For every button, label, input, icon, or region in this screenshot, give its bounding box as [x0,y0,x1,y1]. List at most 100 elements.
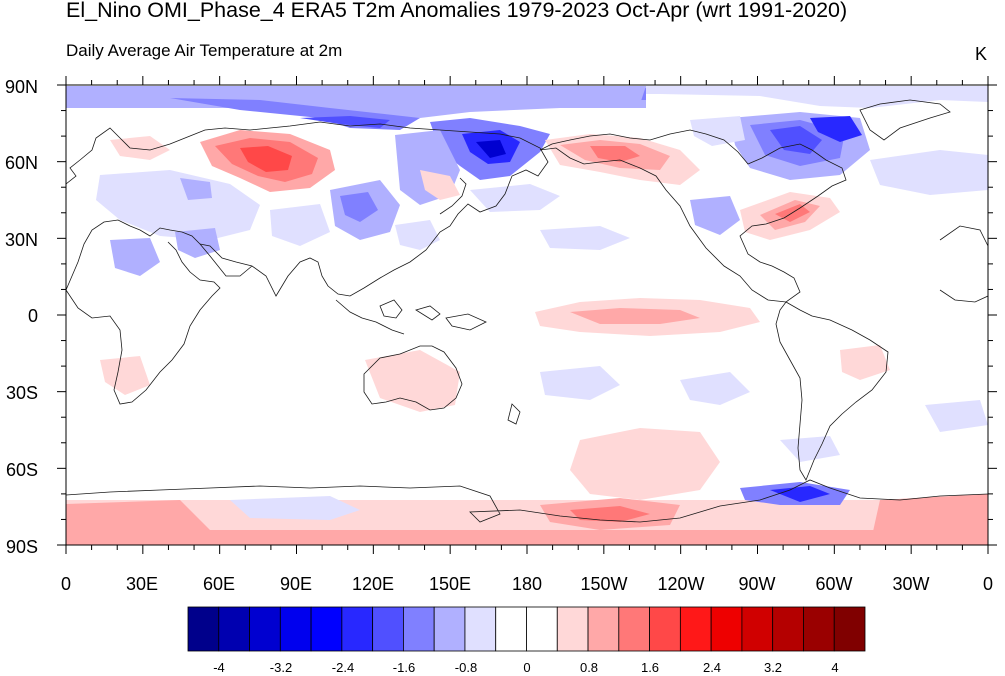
anomaly-patch [660,88,988,108]
lon-label-150e: 150E [428,574,472,594]
anomaly-patch [175,228,220,258]
anomaly-patch [365,350,460,412]
colorbar-label: 0.8 [579,660,599,675]
lon-label-0: 0 [60,574,72,594]
colorbar-swatch [495,606,527,652]
lat-label-90s: 90S [5,537,38,557]
anomaly-patch [540,366,620,400]
lat-label-30n: 30N [4,230,38,250]
colorbar-label: 2.4 [702,660,722,675]
anomaly-patch [230,496,360,520]
anomaly-patch [66,530,988,545]
anomaly-shading [66,86,988,545]
lat-label-60s: 60S [5,460,38,480]
lon-label-120w: 120W [657,574,705,594]
anomaly-patch [66,86,646,128]
colorbar-label: 1.6 [640,660,660,675]
coastline-arabia [199,243,253,277]
anomaly-patch [690,196,740,235]
anomaly-patch [840,345,890,380]
colorbar-swatch [341,606,374,652]
lon-label-30w: 30W [892,574,930,594]
anomaly-patch [690,116,745,146]
coastlines [66,99,988,523]
colorbar-swatch [710,606,743,652]
colorbar-swatch [403,606,435,652]
anomaly-patch [570,428,720,500]
coastline-indonesia [335,299,487,335]
colorbar-swatch [218,606,250,652]
lat-label-60n: 60N [4,153,38,173]
lat-label-equator: 0 [27,306,38,326]
anomaly-patch [870,150,988,195]
anomaly-patch [110,136,170,160]
anomaly-patch [540,226,630,250]
anomaly-patch [270,204,330,246]
anomaly-patch [340,192,378,222]
map-area [66,85,988,545]
colorbar-label: -1.6 [392,660,416,675]
anomaly-patch [240,146,292,172]
colorbar-swatch [772,606,804,652]
anomaly-patch [110,238,160,276]
anomaly-patch [420,170,460,200]
coastline-eurasia-africa [66,121,549,297]
lon-label-180: 180 [511,574,543,594]
anomaly-patch [810,116,862,142]
anomaly-patch [180,178,212,200]
anomaly-patch [780,436,840,462]
anomaly-patch [925,400,988,432]
colorbar-swatch [526,606,558,652]
colorbar-swatch [556,606,589,652]
colorbar-swatch [803,606,835,652]
colorbar-swatch [833,606,866,652]
colorbar-swatch [249,606,281,652]
anomaly-patch [96,170,260,240]
colorbar-swatch [187,606,220,652]
coastline-australia [363,345,463,411]
lon-label-60e: 60E [202,574,236,594]
colorbar-swatch [587,606,620,652]
colorbar-swatch [372,606,404,652]
anomaly-patch [570,506,650,522]
lat-label-90n: 90N [4,77,38,97]
lon-label-30e: 30E [125,574,159,594]
anomaly-patch [590,146,640,162]
colorbar-swatch [679,606,712,652]
colorbar-swatch [649,606,681,652]
anomaly-patch [100,356,150,395]
lat-label-30s: 30S [5,383,38,403]
anomaly-patch [470,184,560,212]
coastline-africa [66,241,221,405]
anomaly-patch [680,372,750,405]
coastline-antarctica [66,479,988,523]
map-subtitle: Daily Average Air Temperature at 2m [66,41,343,60]
anomaly-patch [770,486,830,502]
colorbar-swatch [433,606,466,652]
coastline-west-africa-edge [939,225,988,303]
colorbar-label: 3.2 [763,660,783,675]
colorbar-label: -4 [213,660,225,675]
colorbar [187,606,866,652]
anomaly-patch [570,308,700,324]
colorbar-label: 0 [523,660,531,675]
colorbar-swatch [618,606,650,652]
axis-ticks [57,76,997,554]
anomaly-patch [476,140,506,158]
colorbar-swatch [279,606,312,652]
map-title: El_Nino OMI_Phase_4 ERA5 T2m Anomalies 1… [66,0,848,22]
lon-label-90w: 90W [738,574,776,594]
colorbar-swatch [464,606,497,652]
colorbar-label: -2.4 [331,660,355,675]
lon-label-90e: 90E [279,574,313,594]
coastline-new-zealand [507,403,521,425]
colorbar-label: -3.2 [269,660,293,675]
anomaly-patch [395,220,440,250]
coastline-japan [439,177,467,215]
colorbar-swatch [741,606,774,652]
colorbar-label: -0.8 [454,660,478,675]
lon-label-150w: 150W [580,574,628,594]
coastline-south-america [775,301,889,481]
lon-label-120e: 120E [351,574,395,594]
